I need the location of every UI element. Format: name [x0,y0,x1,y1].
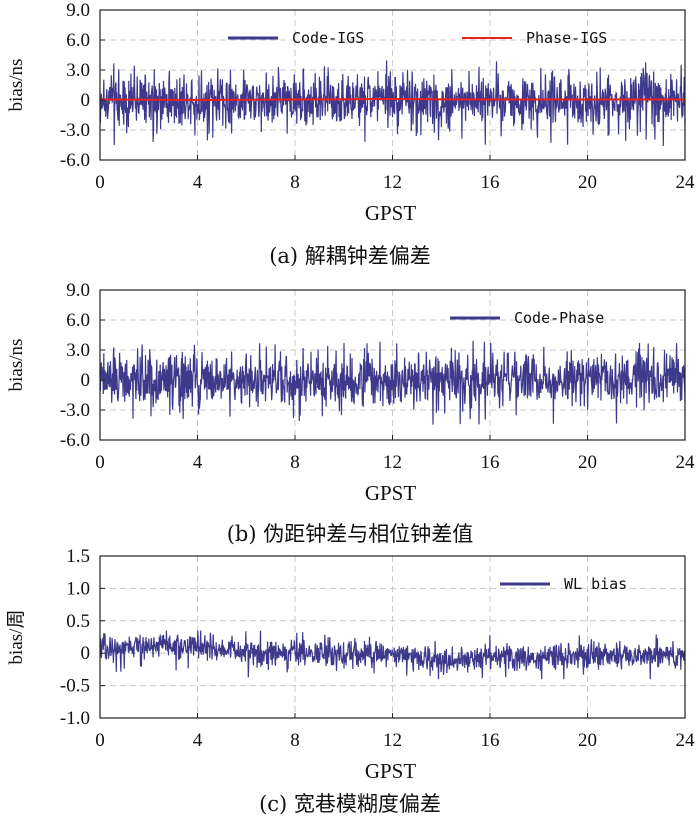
y-tick-label: -3.0 [60,400,90,421]
y-tick-label: 3.0 [66,340,90,361]
chart-a: 9.06.03.00-3.0-6.00 4 8 12 16 20 24GPSTbias/ns… [6,0,696,225]
x-tick-label: 12 [383,452,402,473]
caption-b: (b) 伪距钟差与相位钟差值 [226,522,474,546]
x-tick-label: 0 [95,452,105,473]
y-tick-label: -0.5 [60,676,90,697]
x-tick-label: 8 [290,452,300,473]
x-tick-label: 0 [95,730,105,751]
y-tick-label: -1.0 [60,708,90,729]
x-axis-label: GPST [365,201,417,225]
x-tick-label: 16 [481,452,500,473]
y-tick-label: 6.0 [66,310,90,331]
y-tick-label: -6.0 [60,430,90,451]
x-tick-label: 20 [578,730,597,751]
x-tick-label: 20 [578,172,597,193]
y-tick-label: 0 [81,370,91,391]
chart-panel-b: 9.0 6.0 3.0 0 -3.0 -6.0 0 4 8 12 16 20 24 GPST bias/ns… [0,272,700,548]
x-tick-label: 8 [290,172,300,193]
y-tick-label: 0 [81,90,91,111]
y-tick-label: 1.5 [66,548,90,567]
y-tick-label: 6.0 [66,30,90,51]
chart-panel-c: 1.5 1.0 0.5 0 -0.5 -1.0 0 4 8 12 16 20 24 GPST bias/周 W… [0,548,700,819]
x-tick-label: 16 [481,730,500,751]
x-tick-label: 20 [578,452,597,473]
series-line-phase-igs [99,97,685,102]
x-tick-label: 4 [193,172,203,193]
series-line-code-phase [99,340,686,425]
legend-label: Phase-IGS [526,29,607,47]
x-tick-label: 4 [193,730,203,751]
y-tick-label: 1.0 [66,578,90,599]
legend-label: WL bias [564,575,627,593]
y-tick-label: 0 [81,643,91,664]
legend-label: Code-IGS [292,29,364,47]
x-tick-label: 0 [95,172,105,193]
series-line-code-igs [99,60,686,147]
chart-c: 1.51.00.50-0.5-1.00 4 8 12 16 20 24GPSTbias/周W… [6,548,696,783]
x-tick-label: 24 [676,452,696,473]
x-tick-label: 16 [481,172,500,193]
y-tick-label: 9.0 [66,0,90,21]
caption-a: (a) 解耦钟差偏差 [269,244,431,268]
y-tick-label: 3.0 [66,60,90,81]
x-tick-label: 12 [383,172,402,193]
x-tick-label: 4 [193,452,203,473]
y-axis-label: bias/ns [6,59,27,112]
chart-panel-a: 9.0 6.0 3.0 0 -3.0 -6.0 0 4 8 12 16 20 24 GPST bias/ns… [0,0,700,272]
x-tick-label: 8 [290,730,300,751]
legend-label: Code-Phase [514,309,604,327]
x-axis-label: GPST [365,759,417,783]
caption-c: (c) 宽巷模糊度偏差 [259,792,441,816]
x-tick-label: 12 [383,730,402,751]
y-tick-label: 9.0 [66,280,90,301]
x-tick-label: 24 [676,730,696,751]
x-tick-label: 24 [676,172,696,193]
series-line-wl-bias [99,630,686,680]
x-axis-label: GPST [365,481,417,505]
y-tick-label: 0.5 [66,611,90,632]
y-tick-label: -3.0 [60,120,90,141]
y-axis-label: bias/ns [6,339,27,392]
y-axis-label: bias/周 [6,610,27,665]
chart-b: 9.06.03.00-3.0-6.00 4 8 12 16 20 24GPSTbias/ns… [6,280,696,505]
y-tick-label: -6.0 [60,150,90,171]
